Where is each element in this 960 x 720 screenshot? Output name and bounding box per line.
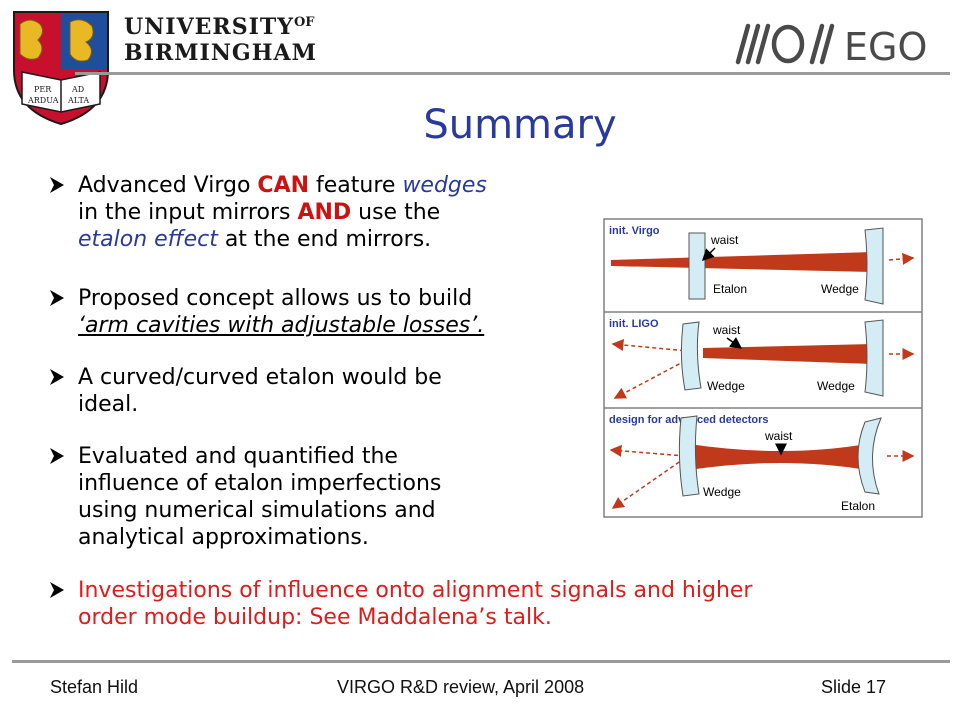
panel1-label-etalon: Etalon bbox=[713, 282, 747, 296]
footer-event: VIRGO R&D review, April 2008 bbox=[337, 677, 585, 697]
panel2-wedge-mirror-end bbox=[864, 319, 884, 397]
university-name-line1: UNIVERSITYOF bbox=[124, 14, 315, 40]
ego-logo: EGO bbox=[735, 23, 927, 69]
bullet-text-run: using numerical simulations and bbox=[78, 498, 436, 523]
bullet-text-run: Advanced Virgo bbox=[78, 173, 258, 198]
arrow-bullet-icon bbox=[50, 290, 64, 306]
bullet-line: order mode buildup: See Maddalena’s talk… bbox=[78, 604, 752, 631]
university-crest-logo: PER ARDUA AD ALTA bbox=[13, 11, 109, 126]
bullet-line: influence of etalon imperfections bbox=[78, 470, 441, 497]
bullet-text-run: etalon effect bbox=[78, 227, 218, 252]
bullet-line: using numerical simulations and bbox=[78, 497, 441, 524]
bullet-text-run: ‘arm cavities with adjustable losses’. bbox=[78, 313, 485, 338]
panel2-label-wedge-1: Wedge bbox=[707, 379, 745, 393]
panel2-wedge-mirror-input bbox=[680, 321, 702, 391]
arrow-bullet-icon bbox=[50, 177, 64, 193]
bullet-text: Advanced Virgo CAN feature wedges in the … bbox=[78, 172, 487, 253]
footer-author: Stefan Hild bbox=[50, 677, 139, 697]
header-rule bbox=[75, 72, 950, 75]
arrow-bullet-icon bbox=[50, 369, 64, 385]
bullet-text: Evaluated and quantified the influence of… bbox=[78, 443, 441, 551]
bullet-text-run: CAN bbox=[257, 173, 310, 198]
panel3-wedge-mirror bbox=[678, 415, 700, 497]
bullet-text-run: Investigations of influence onto alignme… bbox=[78, 578, 753, 603]
panel2-label-wedge-2: Wedge bbox=[817, 379, 855, 393]
motto-alta: ALTA bbox=[67, 96, 89, 105]
bullet-text-run: A curved/curved etalon would be bbox=[78, 365, 442, 390]
panel3-beam bbox=[689, 444, 867, 470]
panel3-reflected-beam-lower bbox=[611, 457, 686, 509]
mirror-configuration-diagram: init. Virgo waist Etalon Wedge init. LIG… bbox=[603, 218, 923, 518]
bullet-text: A curved/curved etalon would be ideal. bbox=[78, 364, 442, 418]
panel1-beam bbox=[611, 252, 873, 272]
panel3-label-etalon: Etalon bbox=[841, 499, 875, 513]
panel1-etalon-mirror bbox=[688, 232, 706, 300]
bullet-text-run: at the end mirrors. bbox=[217, 227, 432, 252]
bullet-text: Proposed concept allows us to build ‘arm … bbox=[78, 285, 484, 339]
panel2-waist-arrow bbox=[726, 337, 743, 349]
bullet-line: A curved/curved etalon would be bbox=[78, 364, 442, 391]
bullet-line: Evaluated and quantified the bbox=[78, 443, 441, 470]
bullet-text-run: use the bbox=[351, 200, 441, 225]
panel2-label-waist: waist bbox=[712, 323, 741, 337]
bullet-line: Proposed concept allows us to build bbox=[78, 285, 484, 312]
panel1-waist-arrow bbox=[701, 247, 716, 262]
panel3-label-waist: waist bbox=[764, 429, 793, 443]
panel1-label-waist: waist bbox=[710, 233, 739, 247]
bullet-line: Investigations of influence onto alignme… bbox=[78, 577, 752, 604]
bullet-line: ideal. bbox=[78, 391, 442, 418]
motto-per: PER bbox=[34, 85, 52, 94]
panel1-label-wedge: Wedge bbox=[821, 282, 859, 296]
bullet-text-run: in the input mirrors bbox=[78, 200, 298, 225]
panel3-label-wedge: Wedge bbox=[703, 485, 741, 499]
panel3-etalon-mirror bbox=[857, 417, 882, 495]
slide-title: Summary bbox=[423, 102, 617, 148]
bullet-line: etalon effect at the end mirrors. bbox=[78, 226, 487, 253]
panel1-wedge-mirror bbox=[864, 227, 884, 305]
bullet-text-run: feature bbox=[309, 173, 403, 198]
bullet-text-run: AND bbox=[297, 200, 352, 225]
panel2-heading: init. LIGO bbox=[609, 318, 659, 330]
bullet-text-run: ideal. bbox=[78, 392, 139, 417]
bullet-text-run: order mode buildup: See Maddalena’s talk… bbox=[78, 605, 552, 630]
university-name-line2: BIRMINGHAM bbox=[124, 40, 317, 66]
panel1-heading: init. Virgo bbox=[609, 225, 660, 237]
panel2-beam bbox=[703, 344, 873, 364]
footer-slide-number: Slide 17 bbox=[821, 677, 887, 697]
footer-rule bbox=[12, 660, 950, 663]
bullet-line: analytical approximations. bbox=[78, 524, 441, 551]
motto-ardua: ARDUA bbox=[27, 96, 59, 105]
bullet-line: ‘arm cavities with adjustable losses’. bbox=[78, 312, 484, 339]
bullet-text-run: Proposed concept allows us to build bbox=[78, 286, 473, 311]
bullet-text: Investigations of influence onto alignme… bbox=[78, 577, 752, 631]
bullet-text-run: influence of etalon imperfections bbox=[78, 471, 442, 496]
arrow-bullet-icon bbox=[50, 582, 64, 598]
arrow-bullet-icon bbox=[50, 448, 64, 464]
bullet-text-run: wedges bbox=[402, 173, 487, 198]
panel3-reflected-beam-upper bbox=[609, 444, 686, 457]
bullet-line: in the input mirrors AND use the bbox=[78, 199, 487, 226]
bullet-text-run: analytical approximations. bbox=[78, 525, 369, 550]
motto-ad: AD bbox=[71, 85, 84, 94]
bullet-line: Advanced Virgo CAN feature wedges bbox=[78, 172, 487, 199]
bullet-text-run: Evaluated and quantified the bbox=[78, 444, 398, 469]
ego-text: EGO bbox=[844, 25, 927, 69]
